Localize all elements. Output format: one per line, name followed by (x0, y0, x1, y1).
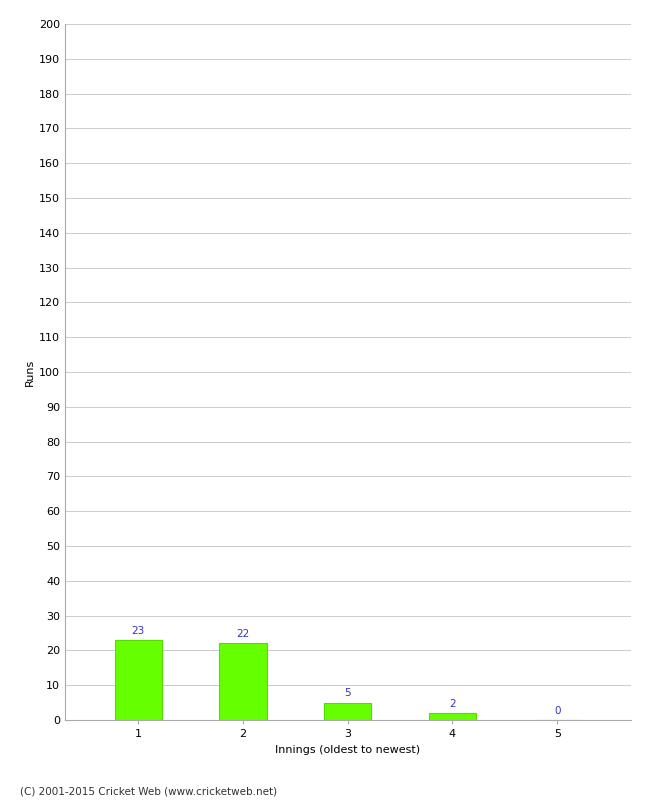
Y-axis label: Runs: Runs (25, 358, 35, 386)
Bar (220, 643, 266, 720)
Text: 23: 23 (132, 626, 145, 636)
Bar (324, 702, 371, 720)
Bar (115, 640, 162, 720)
Text: 2: 2 (449, 699, 456, 709)
Text: 5: 5 (344, 689, 351, 698)
Text: (C) 2001-2015 Cricket Web (www.cricketweb.net): (C) 2001-2015 Cricket Web (www.cricketwe… (20, 786, 277, 796)
X-axis label: Innings (oldest to newest): Innings (oldest to newest) (275, 745, 421, 754)
Bar (429, 713, 476, 720)
Text: 0: 0 (554, 706, 560, 716)
Text: 22: 22 (237, 630, 250, 639)
